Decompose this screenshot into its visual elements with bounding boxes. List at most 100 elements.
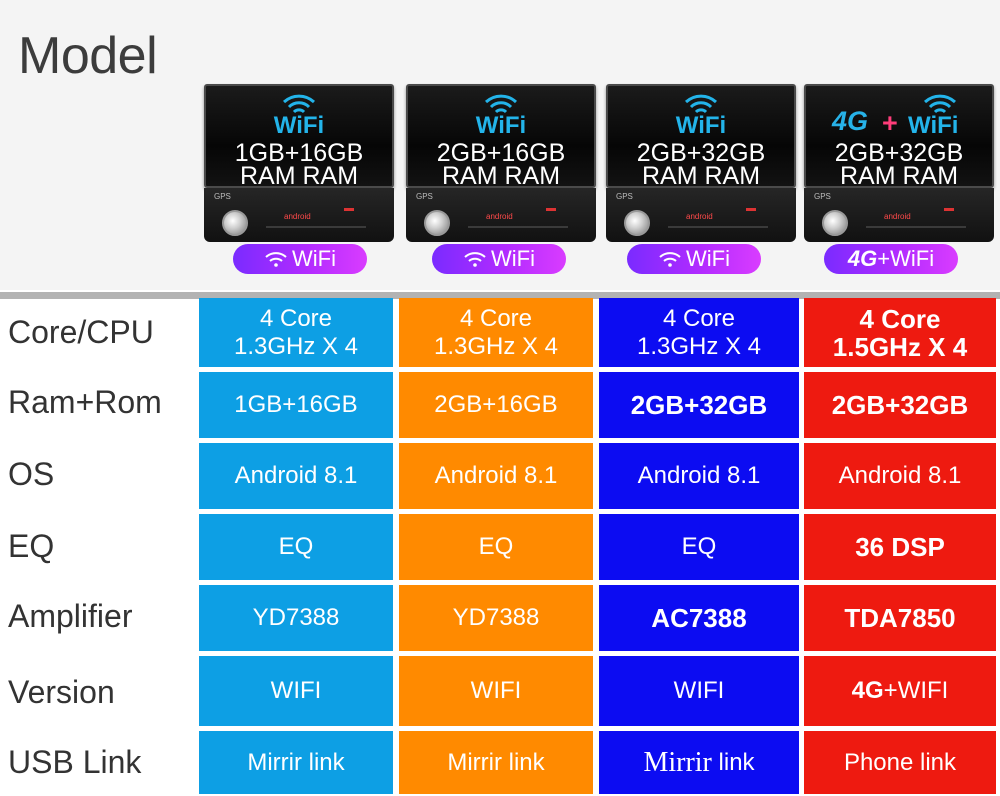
cell-core-cpu-4: 4 Core 1.5GHz X 4 [804, 298, 996, 367]
faceplate-divider [468, 226, 568, 228]
spec-memory: 2GB+32GB [636, 139, 766, 167]
cell-core-cpu-3: 4 Core 1.3GHz X 4 [599, 298, 799, 367]
device-screen: WiFi 1GB+16GB RAM RAM [204, 84, 394, 190]
badge-label: WiFi [686, 246, 730, 271]
cell-ram-rom-1: 1GB+16GB [199, 372, 393, 438]
cell-version-4: 4G +WIFI [804, 656, 996, 726]
spec-ram-label: RAM RAM [641, 162, 761, 190]
wifi-icon [484, 94, 518, 114]
indicator-light [344, 208, 354, 211]
row-label-eq: EQ [8, 528, 55, 564]
spec-memory: 1GB+16GB [234, 139, 364, 167]
cell-os-2: Android 8.1 [399, 443, 593, 509]
device-card-1: WiFi 1GB+16GB RAM RAM GPS android [204, 84, 394, 242]
device-screen: 4G + WiFi 2GB+32GB RAM RAM [804, 84, 994, 190]
faceplate-divider [866, 226, 966, 228]
4g-wifi-badge: 4G+WiFi [824, 244, 958, 274]
wifi-icon [659, 252, 681, 267]
faceplate-divider [668, 226, 768, 228]
wifi-label: WiFi [475, 112, 527, 139]
cell-usb-link-1: Mirrir link [199, 731, 393, 794]
page-title: Model [18, 27, 158, 85]
device-faceplate: GPS android [204, 188, 394, 242]
indicator-light [944, 208, 954, 211]
row-label-amplifier: Amplifier [8, 598, 133, 634]
cell-os-4: Android 8.1 [804, 443, 996, 509]
device-faceplate: GPS android [606, 188, 796, 242]
badge-label: +WiFi [877, 246, 935, 271]
cell-version-2: WIFI [399, 656, 593, 726]
cell-line: 1.3GHz X 4 [636, 332, 762, 360]
badge-4g-label: 4G [847, 246, 878, 271]
device-faceplate: GPS android [406, 188, 596, 242]
row-label-ram-rom: Ram+Rom [8, 384, 162, 420]
cell-eq-4: 36 DSP [804, 514, 996, 580]
wifi-label: WiFi [908, 112, 959, 139]
spec-ram-label: RAM RAM [441, 162, 561, 190]
wifi-icon [265, 252, 287, 267]
cell-usb-link: link [711, 748, 755, 776]
spec-memory: 2GB+16GB [436, 139, 566, 167]
device-card-4: 4G + WiFi 2GB+32GB RAM RAM GPS android [804, 84, 994, 242]
spec-ram-label: RAM RAM [239, 162, 359, 190]
spec-ram-label: RAM RAM [839, 162, 959, 190]
badge-label: WiFi [491, 246, 535, 271]
cell-amplifier-3: AC7388 [599, 585, 799, 651]
cell-line: 1.3GHz X 4 [233, 332, 359, 360]
cell-line: 1.3GHz X 4 [433, 332, 559, 360]
cell-usb-link-3: Mirrir link [599, 731, 799, 794]
wifi-icon [282, 94, 316, 114]
spec-memory: 2GB+32GB [834, 139, 964, 167]
cell-ram-rom-2: 2GB+16GB [399, 372, 593, 438]
cell-eq-1: EQ [199, 514, 393, 580]
cell-version-3: WIFI [599, 656, 799, 726]
cell-ram-rom-3: 2GB+32GB [599, 372, 799, 438]
cell-line: 1.5GHz X 4 [832, 331, 968, 362]
cell-line: 4 Core [662, 304, 736, 332]
gps-label: GPS [416, 192, 433, 201]
gps-label: GPS [214, 192, 231, 201]
wifi-icon [923, 94, 957, 114]
device-card-3: WiFi 2GB+32GB RAM RAM GPS android [606, 84, 796, 242]
indicator-light [746, 208, 756, 211]
cell-eq-2: EQ [399, 514, 593, 580]
cell-os-1: Android 8.1 [199, 443, 393, 509]
faceplate-divider [266, 226, 366, 228]
row-label-os: OS [8, 456, 55, 492]
cell-os-3: Android 8.1 [599, 443, 799, 509]
indicator-light [546, 208, 556, 211]
cell-usb-mirrir: Mirrir [643, 746, 712, 778]
cell-amplifier-4: TDA7850 [804, 585, 996, 651]
cell-eq-3: EQ [599, 514, 799, 580]
volume-knob-icon [624, 210, 650, 236]
cell-usb-link-4: Phone link [804, 731, 996, 794]
4g-label: 4G [832, 106, 869, 136]
4g-logo: 4G [832, 106, 868, 137]
wifi-icon [464, 252, 486, 267]
wifi-icon [684, 94, 718, 114]
wifi-badge-2: WiFi [432, 244, 566, 274]
row-label-usb-link: USB Link [8, 744, 142, 780]
cell-core-cpu-2: 4 Core 1.3GHz X 4 [399, 298, 593, 367]
gps-label: GPS [814, 192, 831, 201]
wifi-label: WiFi [675, 112, 727, 139]
cell-amplifier-2: YD7388 [399, 585, 593, 651]
device-card-2: WiFi 2GB+16GB RAM RAM GPS android [406, 84, 596, 242]
cell-line: 4 Core [459, 304, 533, 332]
cell-core-cpu-1: 4 Core 1.3GHz X 4 [199, 298, 393, 367]
gps-label: GPS [616, 192, 633, 201]
cell-version-4g: 4G [851, 677, 884, 704]
android-logo: android [884, 212, 911, 221]
volume-knob-icon [424, 210, 450, 236]
cell-version-wifi: +WIFI [883, 677, 949, 704]
cell-usb-link-2: Mirrir link [399, 731, 593, 794]
android-logo: android [686, 212, 713, 221]
cell-version-1: WIFI [199, 656, 393, 726]
row-label-core-cpu: Core/CPU [8, 314, 154, 350]
volume-knob-icon [822, 210, 848, 236]
device-screen: WiFi 2GB+16GB RAM RAM [406, 84, 596, 190]
android-logo: android [486, 212, 513, 221]
wifi-badge-1: WiFi [233, 244, 367, 274]
volume-knob-icon [222, 210, 248, 236]
wifi-label: WiFi [273, 112, 325, 139]
